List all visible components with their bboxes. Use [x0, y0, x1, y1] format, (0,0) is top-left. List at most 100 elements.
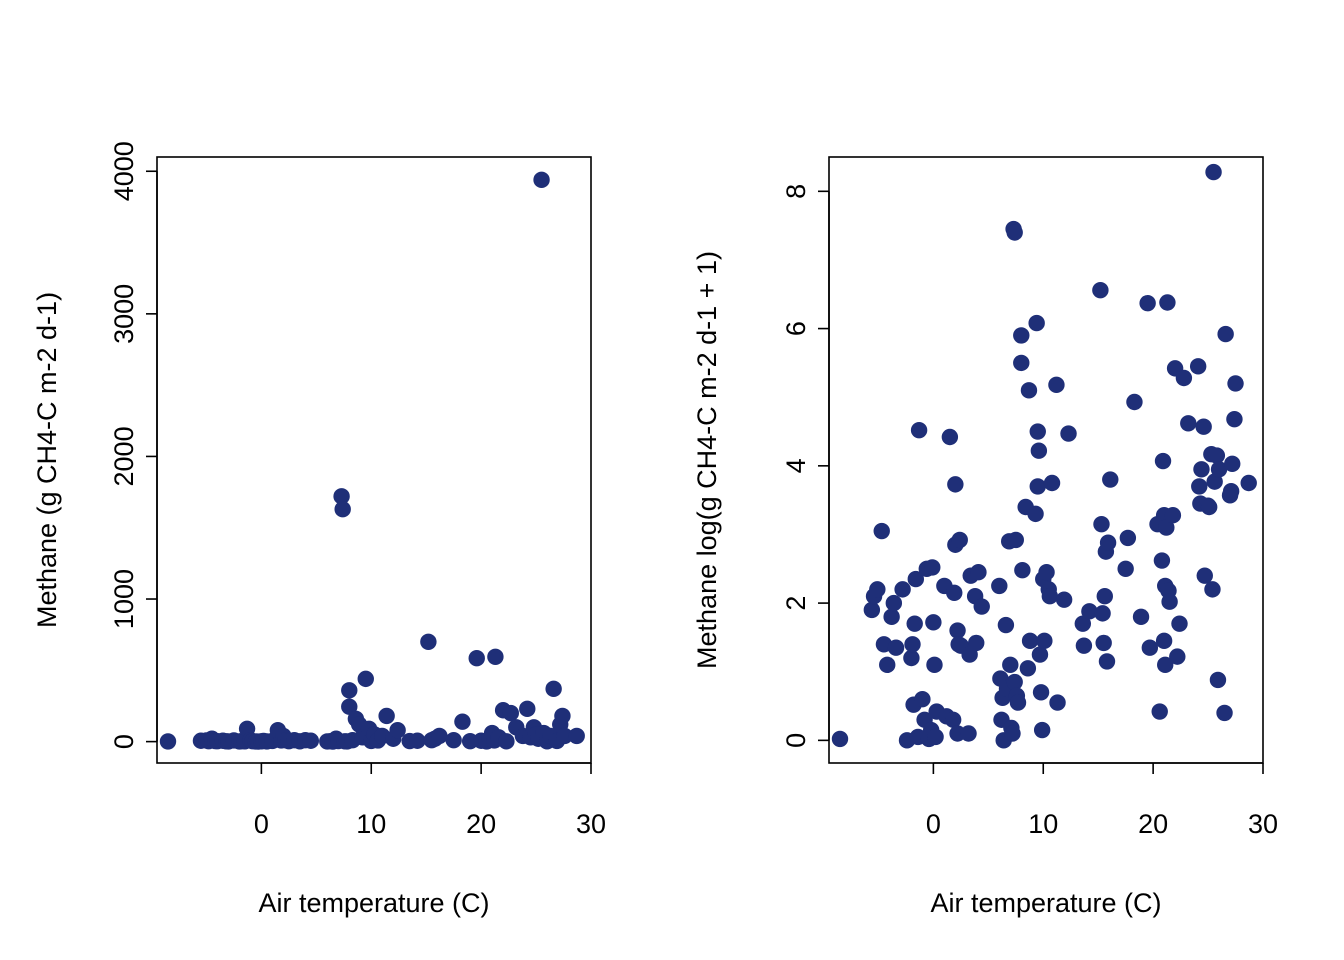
data-point: [885, 594, 903, 612]
x-axis-title: Air temperature (C): [930, 888, 1161, 918]
data-point: [1013, 354, 1030, 372]
data-point: [568, 727, 585, 745]
data-point: [1043, 474, 1061, 492]
data-point: [1132, 608, 1150, 626]
data-point: [1169, 648, 1186, 665]
data-point: [1209, 671, 1227, 689]
data-point: [445, 731, 462, 749]
data-point: [1195, 418, 1212, 435]
data-point: [1139, 294, 1156, 312]
data-point: [1200, 498, 1218, 516]
data-point: [1049, 694, 1066, 711]
y-tick-label: 3000: [109, 284, 139, 344]
data-point: [910, 421, 928, 439]
data-point: [997, 616, 1015, 634]
y-tick-label: 4: [781, 458, 811, 473]
data-point: [1206, 473, 1223, 490]
data-point: [159, 733, 177, 750]
data-point: [1019, 660, 1037, 677]
x-tick-label: 30: [1248, 809, 1278, 839]
x-tick-label: 0: [254, 809, 269, 839]
data-point: [1240, 474, 1257, 492]
data-point: [960, 725, 977, 742]
data-point: [1171, 615, 1188, 632]
data-point: [1216, 704, 1233, 722]
data-point: [1006, 673, 1023, 691]
data-point: [533, 171, 550, 189]
data-point: [409, 732, 426, 749]
data-point: [1227, 375, 1244, 392]
data-point: [341, 698, 358, 715]
data-point: [991, 577, 1008, 595]
data-point: [1029, 478, 1046, 495]
data-point: [1041, 588, 1059, 605]
x-tick-label: 20: [466, 809, 496, 839]
data-point: [420, 633, 437, 650]
data-point: [333, 488, 350, 505]
data-point: [894, 581, 911, 598]
y-tick-label: 1000: [109, 569, 139, 629]
x-tick-label: 10: [356, 809, 386, 839]
x-tick-label: 10: [1028, 809, 1058, 839]
data-point: [1002, 656, 1019, 674]
data-point: [1210, 461, 1228, 478]
data-point: [1095, 634, 1112, 652]
data-point: [949, 622, 966, 639]
data-point: [1161, 593, 1178, 610]
data-point: [926, 656, 943, 674]
data-point: [1060, 425, 1077, 442]
data-point: [341, 682, 358, 699]
data-point: [1074, 615, 1092, 632]
y-tick-label: 0: [109, 734, 139, 749]
data-point: [1141, 639, 1159, 656]
data-point: [863, 601, 881, 619]
data-point: [1013, 327, 1030, 344]
data-point: [1028, 314, 1045, 332]
data-point: [334, 500, 351, 518]
data-point: [545, 680, 562, 698]
data-point: [1094, 605, 1111, 622]
panel-log-methane: 0 10 20 30 0 2 4 6 8 Air temperature (C) Methane l…: [692, 156, 1278, 918]
data-point: [946, 584, 963, 601]
data-point: [951, 531, 968, 549]
data-point: [1157, 656, 1174, 674]
data-point: [302, 732, 320, 749]
data-point: [968, 634, 985, 652]
data-point: [554, 707, 571, 725]
panel-raw-methane: 0 10 20 30 0 1000 2000 3000 4000 Air temperature …: [32, 141, 606, 918]
data-point: [1164, 507, 1182, 524]
data-point: [556, 727, 573, 745]
data-point: [1191, 478, 1208, 495]
data-point: [1021, 632, 1039, 650]
data-point: [1205, 163, 1222, 181]
data-point: [907, 570, 924, 588]
data-point: [1006, 224, 1023, 241]
data-point: [1196, 567, 1213, 584]
data-point: [1119, 529, 1137, 547]
data-point: [947, 476, 964, 493]
data-point: [1154, 452, 1172, 470]
data-point: [1081, 603, 1098, 620]
data-point: [1155, 632, 1173, 650]
data-point: [1009, 694, 1027, 711]
data-point: [1032, 684, 1050, 701]
plot-frame: [828, 156, 1264, 764]
data-point: [1036, 632, 1053, 650]
y-axis-title: Methane (g CH4-C m-2 d-1): [32, 292, 62, 628]
data-point: [454, 713, 471, 730]
data-point: [906, 615, 923, 632]
data-point: [1048, 376, 1065, 394]
data-point: [925, 614, 942, 631]
y-tick-label: 8: [781, 184, 811, 199]
data-point: [914, 690, 931, 708]
data-point: [502, 704, 519, 722]
data-point: [519, 700, 536, 718]
data-point: [1075, 637, 1093, 654]
data-point: [357, 670, 374, 688]
data-point: [970, 564, 987, 581]
data-point: [1175, 369, 1193, 387]
data-point: [1093, 515, 1110, 533]
data-point: [1033, 721, 1051, 739]
data-point: [927, 728, 944, 746]
